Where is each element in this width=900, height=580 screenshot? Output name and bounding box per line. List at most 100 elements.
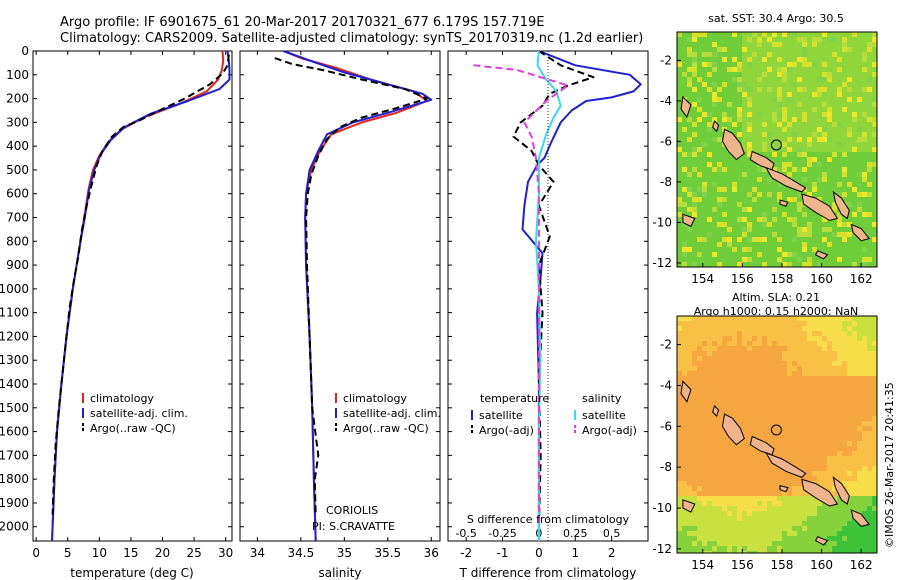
map-cell [772, 341, 777, 346]
map-cell [797, 396, 802, 401]
map-cell [722, 102, 727, 107]
map-cell [812, 516, 817, 521]
map-cell [752, 431, 757, 436]
map-cell [727, 476, 732, 481]
map-cell [757, 107, 762, 112]
map-cell [787, 336, 792, 341]
map-cell [737, 227, 742, 232]
map-cell [777, 137, 782, 142]
map-cell [737, 47, 742, 52]
map-cell [777, 446, 782, 451]
map-cell [757, 147, 762, 152]
map-cell [737, 137, 742, 142]
map-cell [752, 446, 757, 451]
map-cell [732, 396, 737, 401]
map-cell [807, 386, 812, 391]
map-cell [777, 112, 782, 117]
map-cell [722, 436, 727, 441]
map-cell [792, 227, 797, 232]
map-cell [752, 466, 757, 471]
map-cell [812, 391, 817, 396]
map-cell [837, 167, 842, 172]
map-cell [867, 152, 872, 157]
map-cell [862, 107, 867, 112]
map-cell [757, 401, 762, 406]
map-cell [762, 376, 767, 381]
map-cell [867, 531, 872, 536]
map-cell [802, 551, 807, 553]
map-cell [682, 237, 687, 242]
map-cell [787, 491, 792, 496]
map-cell [772, 381, 777, 386]
map-cell [872, 501, 877, 506]
map-cell [732, 501, 737, 506]
island-shape [832, 190, 850, 220]
map-cell [772, 546, 777, 551]
map-cell [747, 222, 752, 227]
map-cell [772, 97, 777, 102]
map-cell [692, 42, 697, 47]
map-cell [762, 52, 767, 57]
map-cell [837, 511, 842, 516]
map-cell [722, 531, 727, 536]
map-cell [712, 42, 717, 47]
map-cell [817, 262, 822, 267]
map-cell [712, 546, 717, 551]
map-cell [707, 516, 712, 521]
map-cell [847, 451, 852, 456]
map-cell [732, 321, 737, 326]
map-cell [677, 371, 682, 376]
map-cell [787, 456, 792, 461]
map-cell [757, 481, 762, 486]
map-cell [792, 47, 797, 52]
map-cell [857, 107, 862, 112]
map-cell [717, 356, 722, 361]
map-cell [687, 187, 692, 192]
map-cell [727, 72, 732, 77]
map-cell [827, 102, 832, 107]
map-cell [692, 72, 697, 77]
map-cell [692, 227, 697, 232]
map-cell [737, 127, 742, 132]
map-cell [722, 72, 727, 77]
map-cell [757, 92, 762, 97]
map-cell [752, 162, 757, 167]
map-cell [867, 62, 872, 67]
map-cell [707, 416, 712, 421]
map-cell [717, 316, 722, 321]
map-cell [797, 421, 802, 426]
map-cell [802, 521, 807, 526]
map-cell [797, 212, 802, 217]
map-cell [702, 57, 707, 62]
map-cell [852, 451, 857, 456]
map-cell [857, 132, 862, 137]
map-cell [697, 262, 702, 267]
map-cell [762, 526, 767, 531]
map-cell [727, 92, 732, 97]
map-cell [722, 346, 727, 351]
map-cell [767, 366, 772, 371]
map-cell [862, 182, 867, 187]
map-cell [807, 466, 812, 471]
map-cell [792, 446, 797, 451]
map-cell [747, 476, 752, 481]
map-cell [757, 361, 762, 366]
map-cell [862, 167, 867, 172]
map-cell [822, 182, 827, 187]
map-cell [827, 341, 832, 346]
series-line-sat [521, 51, 642, 541]
map-cell [732, 341, 737, 346]
map-cell [842, 356, 847, 361]
map-cell [737, 132, 742, 137]
map-cell [677, 122, 682, 127]
map-cell [767, 376, 772, 381]
map-cell [727, 446, 732, 451]
map-cell [762, 187, 767, 192]
map-cell [757, 52, 762, 57]
map-cell [747, 52, 752, 57]
map-cell [812, 326, 817, 331]
map-cell [772, 346, 777, 351]
map-cell [717, 476, 722, 481]
map-cell [837, 426, 842, 431]
s-diff-tick-label: 0.25 [563, 527, 588, 540]
